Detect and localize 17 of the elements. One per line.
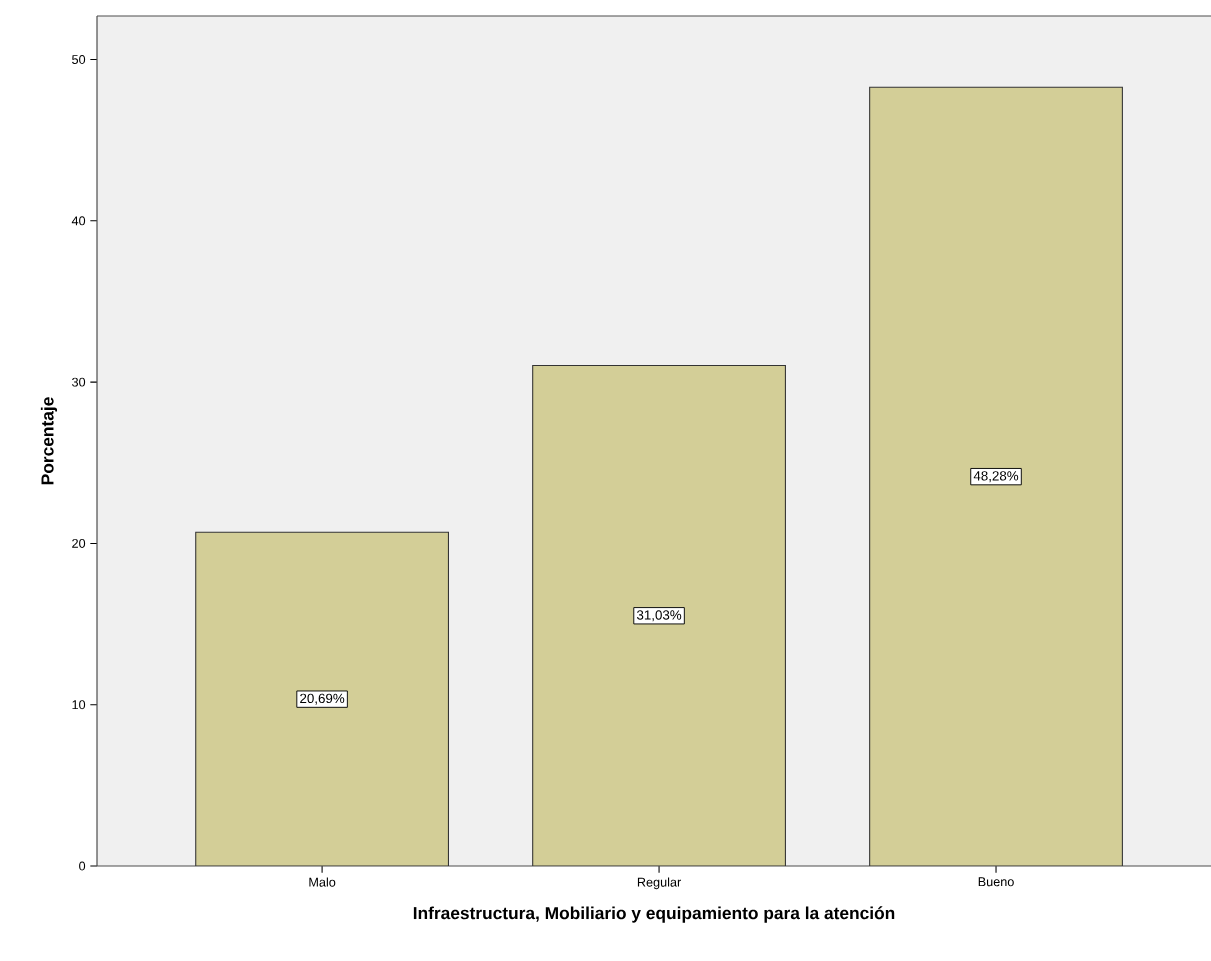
y-tick-label: 20 [72, 538, 86, 548]
x-tick-label: Malo [309, 877, 336, 887]
y-tick-label: 10 [72, 700, 86, 710]
x-tick-label: Bueno [978, 877, 1014, 887]
x-tick-label: Regular [637, 877, 682, 890]
y-axis-title: Porcentaje [40, 397, 58, 485]
data-label: 48,28% [973, 471, 1019, 483]
bar [195, 531, 449, 866]
x-axis-title: Infraestructura, Mobiliario y equipamiento para la atención [413, 906, 895, 923]
data-label: 31,03% [636, 610, 682, 622]
y-tick-label: 0 [79, 861, 86, 871]
y-tick-label: 30 [72, 377, 86, 387]
data-label: 20,69% [300, 693, 345, 705]
bar [532, 364, 786, 866]
y-tick-label: 50 [72, 55, 86, 65]
bar [869, 86, 1123, 866]
y-tick-label: 40 [71, 216, 86, 226]
